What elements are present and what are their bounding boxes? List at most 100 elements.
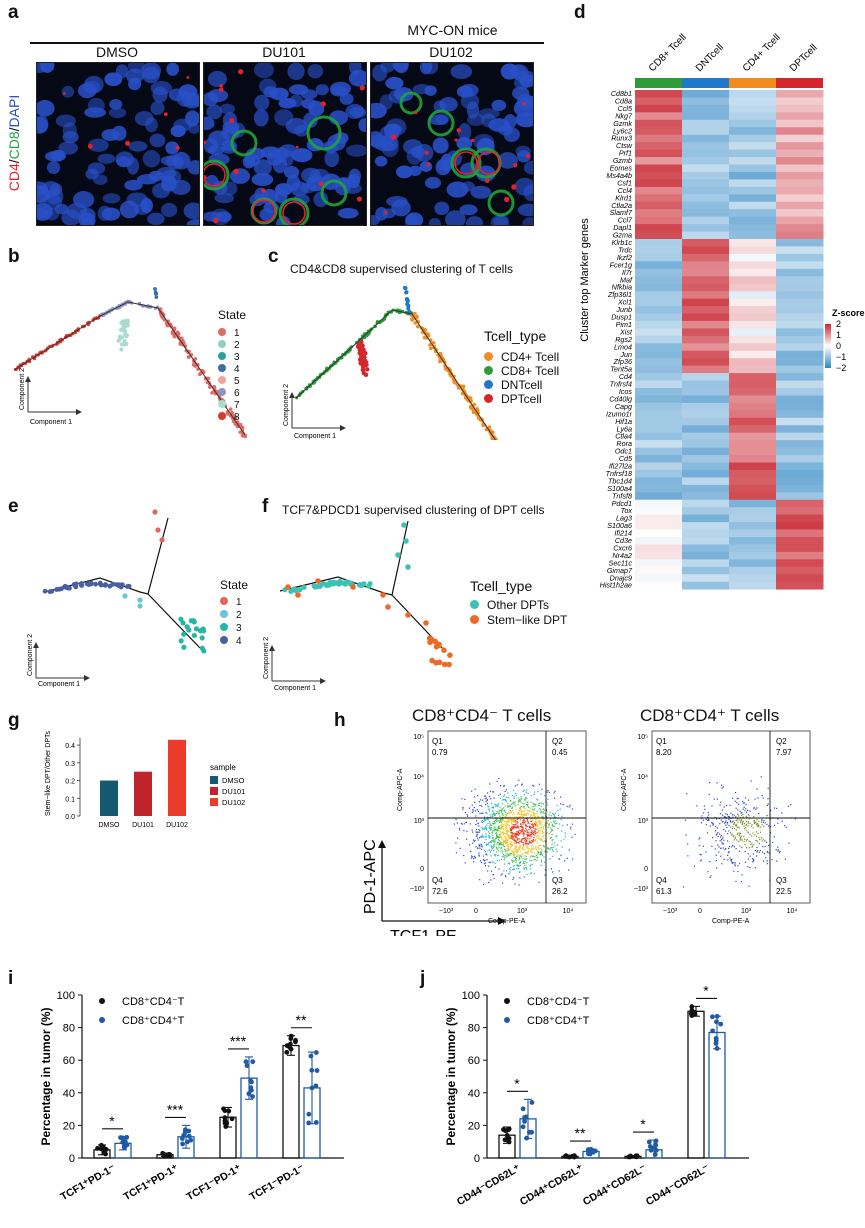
facs-event <box>532 825 534 827</box>
facs-event <box>466 830 468 832</box>
facs-event <box>720 855 722 857</box>
trajectory-plot-c: Component 2 Component 1 <box>283 285 499 440</box>
cd4-signal <box>295 145 299 149</box>
facs-event <box>524 799 526 802</box>
heatmap-cell <box>635 395 683 404</box>
heatmap-cell <box>729 581 777 590</box>
gene-label: Runx3 <box>611 134 632 143</box>
nucleus <box>165 141 180 155</box>
heatmap-cell <box>729 410 777 419</box>
cell-point <box>290 586 296 592</box>
facs-event <box>506 832 508 834</box>
facs-event <box>515 850 517 852</box>
highlight-circle <box>282 201 306 225</box>
facs-event <box>509 824 511 826</box>
cell-point <box>435 642 442 649</box>
gene-label: Junb <box>615 305 632 314</box>
cd8-cell <box>399 91 423 115</box>
facs-event <box>505 816 507 819</box>
cd4-signal <box>391 134 397 140</box>
heatmap-cell <box>776 469 824 478</box>
facs-event <box>500 818 502 820</box>
facs-event <box>511 802 513 804</box>
facs-event <box>493 829 496 831</box>
facs-event <box>519 825 521 828</box>
heatmap-cell <box>635 179 683 188</box>
facs-event <box>744 797 747 799</box>
trajectory-plot-b: Component 2 Component 1 <box>13 287 248 439</box>
facs-event <box>495 812 498 815</box>
facs-event <box>514 842 516 844</box>
facs-event <box>536 813 538 815</box>
facs-event <box>527 822 529 824</box>
facs-event <box>759 831 762 833</box>
facs-event <box>485 836 487 838</box>
heatmap-cell <box>729 90 777 98</box>
data-point <box>524 1135 530 1141</box>
facs-event <box>739 834 741 836</box>
gene-label: Ccl5 <box>618 104 633 113</box>
facs-event <box>516 851 519 853</box>
facs-event <box>736 839 738 841</box>
facs-event <box>503 807 505 809</box>
data-point <box>284 1049 290 1055</box>
facs-event <box>521 840 523 842</box>
heatmap-cell <box>729 157 777 165</box>
heatmap-cell <box>729 201 777 210</box>
facs-event <box>502 842 504 844</box>
facs-event <box>510 836 512 838</box>
facs-event <box>494 827 496 829</box>
facs-event <box>484 859 486 861</box>
nucleus <box>207 88 229 103</box>
facs-event <box>530 868 532 870</box>
facs-event <box>514 785 516 787</box>
facs-event <box>744 810 746 812</box>
nucleus <box>446 181 469 198</box>
facs-event <box>761 824 763 826</box>
heatmap-cell <box>776 417 824 426</box>
facs-event <box>501 803 503 805</box>
facs-event <box>500 842 502 844</box>
facs-event <box>506 847 508 850</box>
facs-event <box>486 829 488 831</box>
cell-point <box>431 341 436 345</box>
facs-event <box>504 821 506 823</box>
facs-event <box>526 847 528 849</box>
quadrant-q3-value: 22.5 <box>776 887 792 896</box>
facs-event <box>538 830 540 833</box>
facs-event <box>716 798 718 800</box>
cell-point <box>154 295 159 299</box>
heatmap-cell <box>682 455 730 463</box>
heatmap-cell <box>635 544 683 553</box>
facs-event <box>708 819 710 821</box>
facs-event <box>527 833 529 836</box>
facs-event <box>762 860 765 862</box>
nucleus <box>491 99 507 112</box>
facs-event <box>788 842 790 844</box>
facs-event <box>458 829 461 831</box>
facs-event <box>514 840 516 842</box>
heatmap-cell <box>729 373 777 381</box>
heatmap-cell <box>635 529 683 538</box>
heatmap-cell <box>776 306 824 314</box>
facs-event <box>715 834 718 836</box>
facs-event <box>502 825 504 828</box>
facs-event <box>522 844 525 846</box>
facs-event <box>698 838 700 840</box>
facs-event <box>515 859 517 862</box>
facs-event <box>741 822 744 824</box>
facs-event <box>534 823 537 826</box>
nucleus <box>345 144 366 157</box>
heatmap-cell <box>776 171 824 180</box>
facs-event <box>537 791 539 793</box>
facs-event <box>554 842 556 844</box>
facs-event <box>511 837 513 839</box>
nucleus <box>44 151 66 162</box>
facs-event <box>504 825 507 827</box>
panel-label-c: c <box>268 246 279 267</box>
facs-event <box>542 818 544 820</box>
facs-event <box>521 821 523 824</box>
cell-point <box>363 361 368 367</box>
heatmap-cell <box>635 276 683 285</box>
facs-event <box>551 840 553 842</box>
